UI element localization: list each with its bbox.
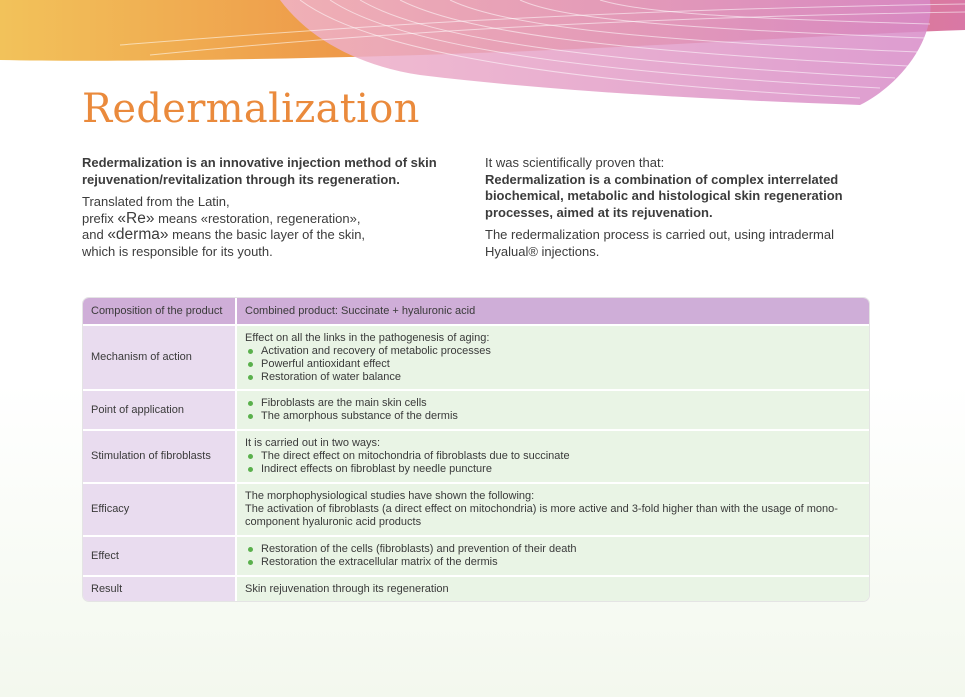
- table-row-mechanism: Mechanism of action Effect on all the li…: [83, 324, 869, 389]
- row-label: Efficacy: [83, 484, 237, 535]
- bullet-item: Indirect effects on fibroblast by needle…: [245, 463, 861, 476]
- etymology-line-4: which is responsible for its youth.: [82, 243, 273, 259]
- row-value: Fibroblasts are the main skin cells The …: [237, 391, 869, 429]
- row-text: The activation of fibroblasts (a direct …: [245, 503, 838, 528]
- etymology-text: prefix: [82, 210, 118, 226]
- etymology-block: Translated from the Latin, prefix «Re» m…: [82, 194, 462, 260]
- proof-intro: It was scientifically proven that:: [485, 155, 665, 170]
- bullet-text: Fibroblasts are the main skin cells: [261, 397, 427, 409]
- row-label: Mechanism of action: [83, 326, 237, 389]
- bullet-text: Indirect effects on fibroblast by needle…: [261, 463, 492, 475]
- bullet-dot-icon: [248, 547, 253, 552]
- bullet-item: Activation and recovery of metabolic pro…: [245, 345, 861, 358]
- table-row-point-of-application: Point of application Fibroblasts are the…: [83, 389, 869, 429]
- row-value: The morphophysiological studies have sho…: [237, 484, 869, 535]
- table-row-effect: Effect Restoration of the cells (fibrobl…: [83, 535, 869, 575]
- bullet-item: Powerful antioxidant effect: [245, 358, 861, 371]
- proof-statement: Redermalization is a combination of comp…: [485, 171, 843, 220]
- row-intro: The morphophysiological studies have sho…: [245, 490, 535, 502]
- bullet-dot-icon: [248, 454, 253, 459]
- term-re: «Re»: [117, 209, 155, 227]
- etymology-text: means the basic layer of the skin,: [168, 227, 366, 242]
- page-title: Redermalization: [82, 86, 420, 132]
- table-row-result: Result Skin rejuvenation through its reg…: [83, 575, 869, 601]
- bullet-text: Restoration the extracellular matrix of …: [261, 556, 498, 568]
- row-intro: Effect on all the links in the pathogene…: [245, 331, 490, 344]
- table-header-value: Combined product: Succinate + hyaluronic…: [237, 298, 869, 324]
- intro-definition: Redermalization is an innovative injecti…: [82, 155, 437, 187]
- bullet-item: Restoration the extracellular matrix of …: [245, 556, 861, 569]
- row-value: Effect on all the links in the pathogene…: [237, 326, 869, 389]
- bullet-text: Restoration of the cells (fibroblasts) a…: [261, 543, 577, 555]
- etymology-line-2: prefix «Re» means «restoration, regenera…: [82, 209, 462, 228]
- bullet-item: Restoration of the cells (fibroblasts) a…: [245, 543, 861, 556]
- row-label: Point of application: [83, 391, 237, 429]
- table-row-efficacy: Efficacy The morphophysiological studies…: [83, 482, 869, 535]
- etymology-text: means «restoration, regeneration»,: [154, 210, 361, 226]
- bullet-item: The amorphous substance of the dermis: [245, 410, 861, 423]
- row-label: Effect: [83, 537, 237, 575]
- bullet-item: Fibroblasts are the main skin cells: [245, 397, 861, 410]
- row-label: Stimulation of fibroblasts: [83, 431, 237, 482]
- bullet-dot-icon: [248, 414, 253, 419]
- table-header-row: Composition of the product Combined prod…: [83, 298, 869, 324]
- intro-column-left: Redermalization is an innovative injecti…: [82, 155, 462, 260]
- product-info-table: Composition of the product Combined prod…: [82, 297, 870, 602]
- process-description: The redermalization process is carried o…: [485, 227, 834, 259]
- bullet-item: Restoration of water balance: [245, 371, 861, 384]
- bullet-dot-icon: [248, 348, 253, 354]
- bullet-text: Powerful antioxidant effect: [261, 357, 390, 370]
- bullet-dot-icon: [248, 560, 253, 565]
- row-value: Skin rejuvenation through its regenerati…: [237, 577, 869, 601]
- bullet-dot-icon: [248, 467, 253, 472]
- row-label: Result: [83, 577, 237, 601]
- decorative-wave-banner: [0, 0, 965, 105]
- row-value: It is carried out in two ways: The direc…: [237, 431, 869, 482]
- table-header-label: Composition of the product: [83, 298, 237, 324]
- bullet-text: Activation and recovery of metabolic pro…: [261, 344, 491, 357]
- etymology-line-3: and «derma» means the basic layer of the…: [82, 226, 462, 244]
- intro-column-right: It was scientifically proven that: Reder…: [485, 155, 875, 266]
- term-derma: «derma»: [107, 226, 169, 243]
- bullet-text: The amorphous substance of the dermis: [261, 410, 458, 422]
- bullet-dot-icon: [248, 361, 253, 367]
- bullet-dot-icon: [248, 401, 253, 406]
- bullet-text: The direct effect on mitochondria of fib…: [261, 450, 570, 462]
- etymology-text: and: [82, 227, 108, 242]
- bullet-item: The direct effect on mitochondria of fib…: [245, 450, 861, 463]
- bullet-text: Restoration of water balance: [261, 370, 402, 383]
- row-intro: It is carried out in two ways:: [245, 437, 381, 449]
- row-value: Restoration of the cells (fibroblasts) a…: [237, 537, 869, 575]
- bullet-dot-icon: [248, 374, 253, 380]
- etymology-line-1: Translated from the Latin,: [82, 194, 230, 209]
- table-row-stimulation: Stimulation of fibroblasts It is carried…: [83, 429, 869, 482]
